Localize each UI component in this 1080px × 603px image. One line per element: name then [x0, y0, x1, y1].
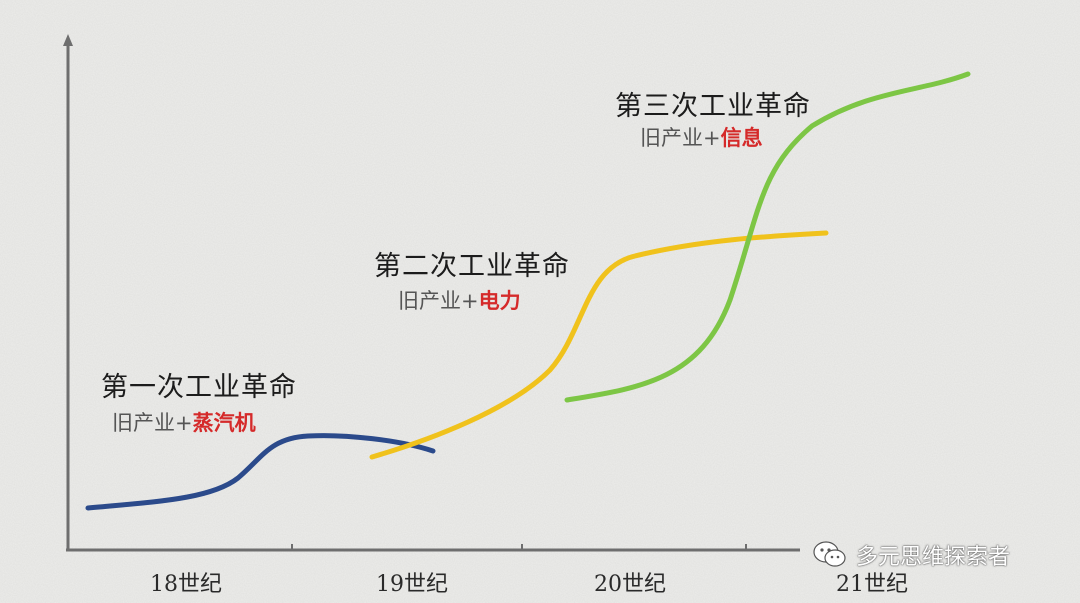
x-tick-label-20th-century: 20世纪 — [594, 572, 666, 597]
watermark-text: 多元思维探索者 — [856, 545, 1011, 570]
x-tick-label-19th-century: 19世纪 — [376, 572, 448, 597]
second-revolution-tech: 电力 — [478, 289, 521, 313]
wechat-icon — [813, 541, 846, 567]
x-tick-label-18th-century: 18世纪 — [150, 572, 222, 597]
first-revolution-base: 旧产业+ — [112, 411, 193, 435]
third-revolution-base: 旧产业+ — [640, 126, 721, 150]
third-revolution-title: 第三次工业革命 — [615, 91, 811, 122]
first-revolution-title: 第一次工业革命 — [101, 372, 297, 403]
third-revolution-tech: 信息 — [720, 126, 763, 150]
second-revolution-base: 旧产业+ — [398, 289, 479, 313]
second-revolution-curve — [369, 230, 829, 460]
third-revolution-curve — [564, 71, 971, 403]
second-revolution-title: 第二次工业革命 — [374, 251, 570, 282]
watermark: 多元思维探索者 — [812, 539, 1010, 571]
x-tick-label-21st-century: 21世纪 — [836, 572, 908, 597]
first-revolution-subtitle: 旧产业+蒸汽机 — [112, 407, 256, 437]
first-revolution-tech: 蒸汽机 — [192, 411, 256, 435]
third-revolution-subtitle: 旧产业+信息 — [640, 122, 763, 152]
second-revolution-subtitle: 旧产业+电力 — [398, 285, 521, 315]
first-revolution-curve — [85, 433, 436, 511]
y-axis-arrow — [63, 34, 73, 46]
